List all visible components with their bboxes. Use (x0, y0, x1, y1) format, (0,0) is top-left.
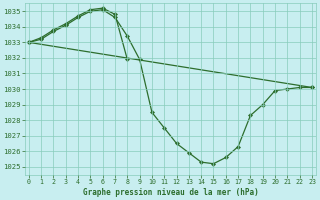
X-axis label: Graphe pression niveau de la mer (hPa): Graphe pression niveau de la mer (hPa) (83, 188, 258, 197)
